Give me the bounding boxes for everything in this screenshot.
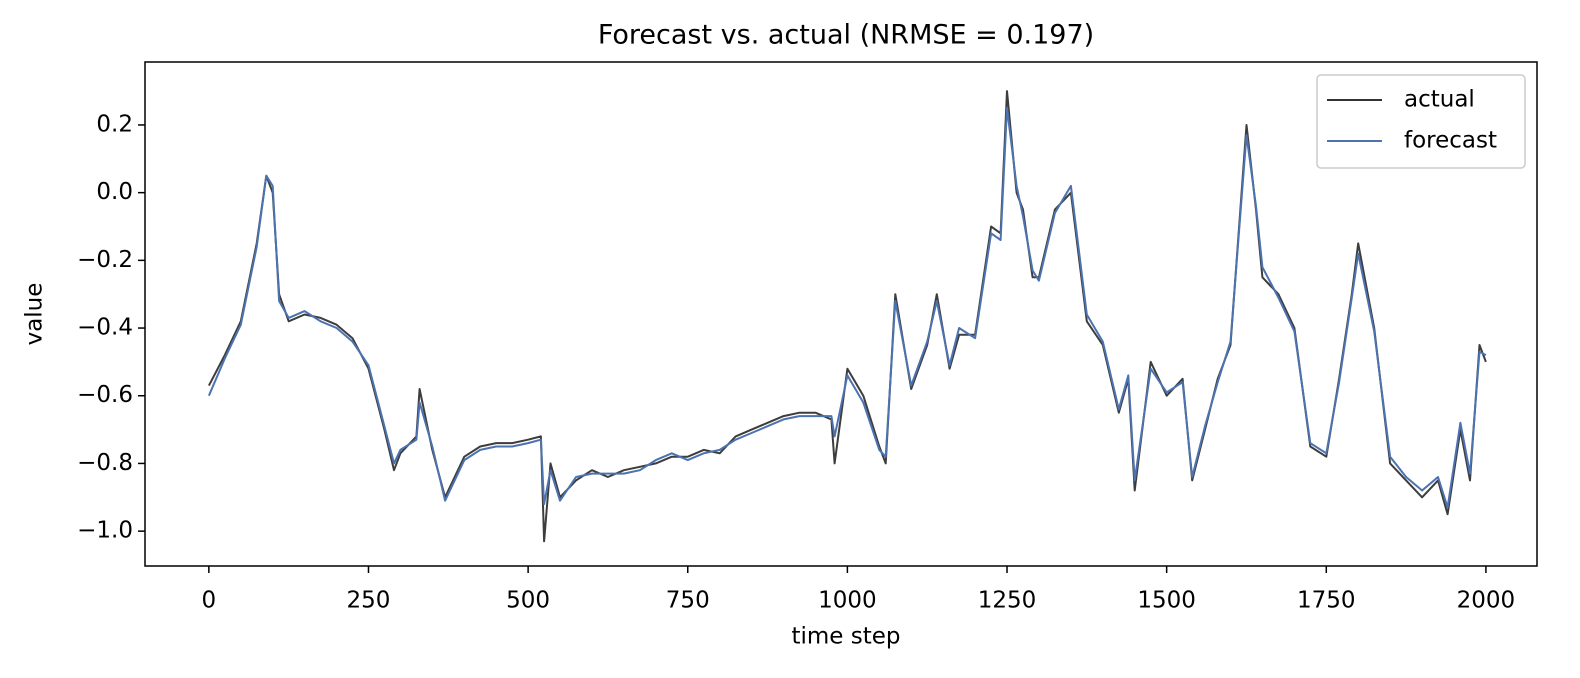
y-axis-label: value [22,283,48,346]
x-axis-label: time step [791,624,900,650]
x-tick-label: 1250 [978,588,1037,614]
x-tick-label: 500 [506,588,550,614]
legend-box [1316,74,1526,169]
x-tick-label: 1500 [1137,588,1196,614]
chart-title: Forecast vs. actual (NRMSE = 0.197) [598,20,1094,51]
legend-label: actual [1404,87,1475,113]
x-tick-label: 1750 [1297,588,1356,614]
x-tick-label: 0 [202,588,217,614]
y-tick-label: −0.2 [77,247,133,273]
y-tick-label: −0.6 [77,382,133,408]
x-tick-label: 750 [666,588,710,614]
plot-frame [144,61,1538,567]
y-tick-label: −0.8 [77,450,133,476]
legend-label: forecast [1404,128,1497,154]
y-tick-label: 0.2 [96,111,133,137]
y-tick-label: −1.0 [77,518,133,544]
x-tick-label: 1000 [818,588,877,614]
series-line [207,107,1487,509]
x-tick-label: 2000 [1457,588,1516,614]
x-tick-label: 250 [347,588,391,614]
y-tick-label: 0.0 [96,179,133,205]
y-tick-label: −0.4 [77,315,133,341]
